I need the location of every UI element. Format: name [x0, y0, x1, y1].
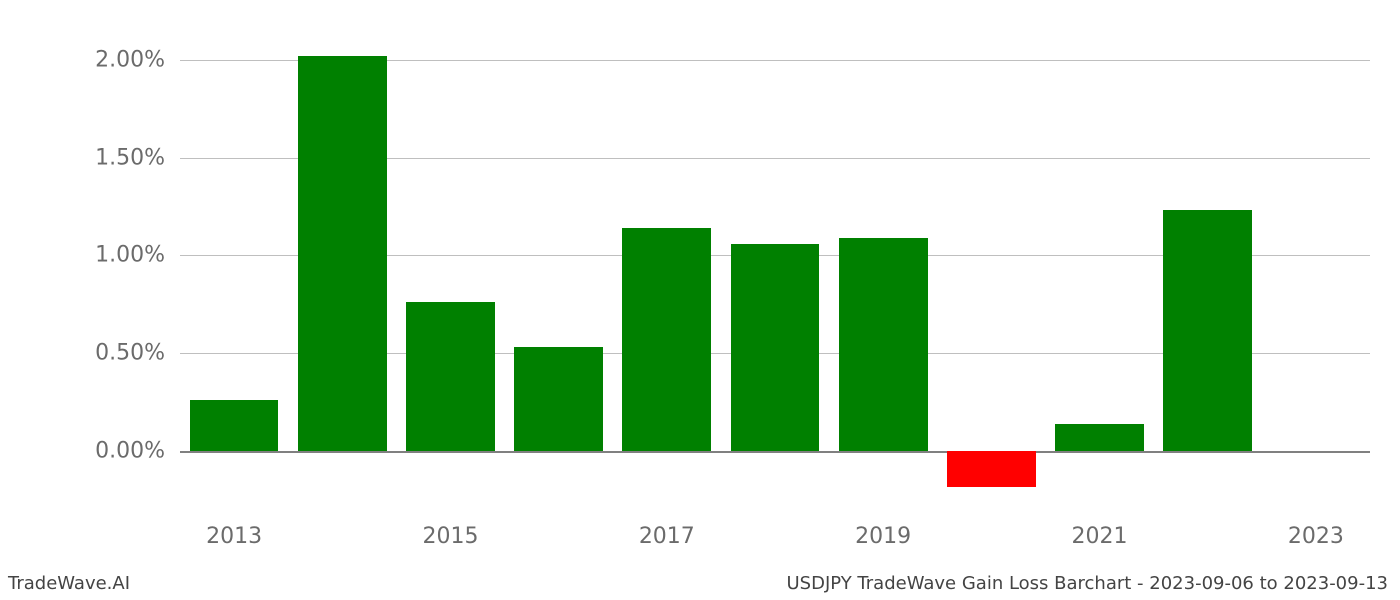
y-tick-label: 1.50% [0, 145, 165, 170]
y-tick-label: 0.00% [0, 439, 165, 464]
plot-area [180, 40, 1370, 510]
bar [839, 238, 928, 451]
x-tick-label: 2015 [422, 524, 478, 549]
bar [731, 244, 820, 452]
x-tick-label: 2023 [1288, 524, 1344, 549]
y-tick-label: 1.00% [0, 243, 165, 268]
bar [514, 347, 603, 451]
bar [298, 56, 387, 452]
bar [190, 400, 279, 451]
footer-left-text: TradeWave.AI [8, 573, 130, 594]
footer-right-text: USDJPY TradeWave Gain Loss Barchart - 20… [786, 573, 1388, 594]
x-tick-label: 2019 [855, 524, 911, 549]
bar [1055, 424, 1144, 451]
bar [947, 451, 1036, 486]
y-tick-label: 2.00% [0, 47, 165, 72]
zero-baseline [180, 451, 1370, 453]
x-tick-label: 2017 [639, 524, 695, 549]
y-tick-label: 0.50% [0, 341, 165, 366]
bar [1163, 210, 1252, 451]
bar [622, 228, 711, 451]
bar [406, 302, 495, 451]
x-tick-label: 2021 [1072, 524, 1128, 549]
x-tick-label: 2013 [206, 524, 262, 549]
chart-container: 0.00% 0.50% 1.00% 1.50% 2.00% 2013 2015 2017 20… [0, 0, 1400, 600]
